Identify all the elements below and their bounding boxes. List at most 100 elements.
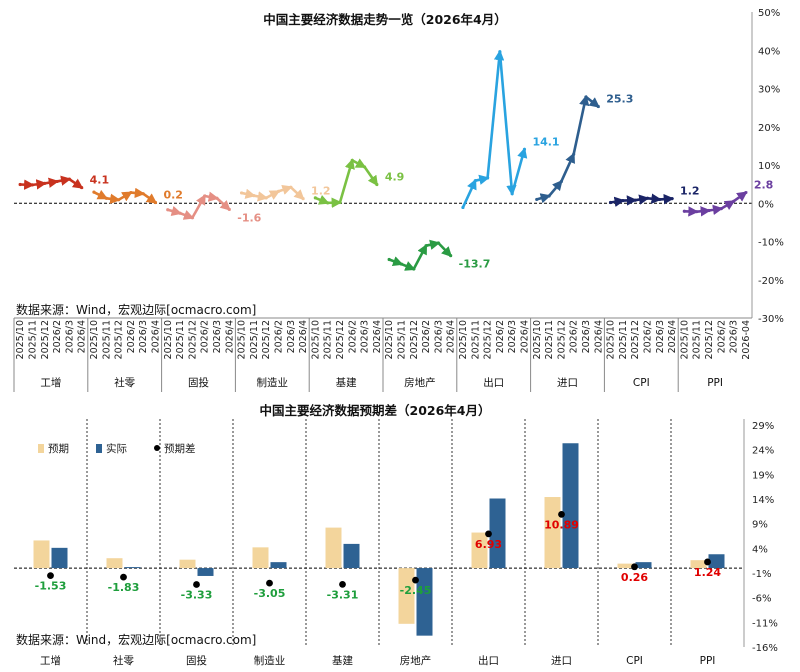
y-tick-label: 29% bbox=[752, 421, 774, 432]
last-value-label: 4.9 bbox=[385, 171, 405, 184]
series-segment bbox=[253, 191, 269, 202]
data-point bbox=[719, 207, 723, 211]
x-tick-label: 2026/4 bbox=[150, 320, 161, 353]
last-value-label: 25.3 bbox=[606, 92, 633, 105]
series-segment bbox=[388, 256, 404, 267]
x-tick-label: 2026/4 bbox=[519, 320, 530, 353]
x-tick-label: 2025/10 bbox=[679, 320, 690, 359]
group-label: 固投 bbox=[188, 376, 209, 389]
y-tick-label: -30% bbox=[758, 314, 784, 325]
series-segment bbox=[289, 186, 305, 201]
bar-expected bbox=[471, 532, 488, 569]
series-segment bbox=[560, 152, 575, 182]
surprise-chart-source: 数据来源：Wind，宏观边际[ocmacro.com] bbox=[16, 632, 256, 647]
series-segment bbox=[93, 189, 109, 200]
surprise-dot bbox=[412, 576, 419, 584]
bar-actual bbox=[489, 498, 506, 569]
bar-expected bbox=[33, 540, 50, 569]
data-point bbox=[461, 205, 465, 210]
x-tick-label: 2025/11 bbox=[323, 320, 334, 359]
data-point bbox=[744, 190, 748, 195]
data-point bbox=[572, 152, 576, 156]
series-segment bbox=[278, 184, 293, 195]
x-tick-label: 2025/12 bbox=[114, 320, 125, 359]
series-segment bbox=[461, 178, 477, 209]
category-label: 制造业 bbox=[254, 654, 286, 667]
data-point bbox=[547, 194, 551, 198]
data-point bbox=[178, 211, 182, 215]
legend-label-expected: 预期 bbox=[48, 443, 69, 455]
category-label: CPI bbox=[626, 655, 643, 667]
data-point bbox=[633, 198, 637, 202]
x-tick-label: 2025/10 bbox=[163, 320, 174, 359]
x-tick-label: 2025/11 bbox=[396, 320, 407, 359]
x-tick-label: 2025/11 bbox=[618, 320, 629, 359]
x-tick-label: 2025/11 bbox=[101, 320, 112, 359]
data-point bbox=[301, 197, 305, 201]
series-segment bbox=[167, 205, 183, 216]
data-point bbox=[80, 185, 84, 190]
last-value-label: -1.6 bbox=[237, 211, 261, 224]
bar-actual bbox=[197, 568, 214, 576]
category-label: 进口 bbox=[551, 655, 572, 667]
trend-chart-title: 中国主要经济数据走势一览（2026年4月） bbox=[263, 12, 507, 27]
surprise-label: -1.53 bbox=[35, 580, 67, 593]
x-tick-label: 2026/4 bbox=[593, 320, 604, 353]
data-point bbox=[215, 196, 219, 200]
data-point bbox=[252, 194, 256, 198]
series-segment bbox=[351, 158, 367, 169]
data-point bbox=[141, 192, 145, 196]
x-tick-label: 2026/3 bbox=[360, 320, 371, 353]
series-segment bbox=[32, 179, 47, 190]
series-segment bbox=[708, 204, 724, 216]
x-tick-label: 2025/11 bbox=[175, 320, 186, 359]
x-tick-label: 2026/2 bbox=[347, 320, 358, 353]
series-segment bbox=[474, 174, 490, 185]
data-point bbox=[276, 189, 281, 193]
x-tick-label: 2025/10 bbox=[458, 320, 469, 359]
series-segment bbox=[425, 239, 441, 250]
trend-chart: 中国主要经济数据走势一览（2026年4月） 50% 40% 30% 20% 10% 0% -… bbox=[13, 8, 784, 392]
x-tick-label: 2026/3 bbox=[286, 320, 297, 353]
category-label: 工增 bbox=[40, 654, 61, 667]
y-tick-label: 10% bbox=[758, 161, 780, 172]
series-segment bbox=[696, 206, 712, 217]
y-tick-label: 9% bbox=[752, 520, 768, 531]
surprise-label: 10.89 bbox=[544, 518, 579, 531]
x-tick-label: 2026/3 bbox=[581, 320, 592, 353]
bar-expected bbox=[617, 563, 634, 569]
data-point bbox=[535, 197, 539, 202]
x-tick-label: 2025/10 bbox=[237, 320, 248, 359]
series-segment bbox=[548, 179, 563, 197]
surprise-label: -1.83 bbox=[108, 581, 140, 594]
data-point bbox=[166, 208, 170, 212]
surprise-dot bbox=[339, 580, 346, 588]
group-label: 进口 bbox=[557, 377, 578, 389]
bar-actual bbox=[562, 443, 579, 569]
y-tick-label: 30% bbox=[758, 85, 780, 96]
surprise-label: -3.05 bbox=[254, 587, 286, 600]
data-point bbox=[116, 198, 121, 202]
data-point bbox=[473, 179, 477, 183]
series-segment bbox=[314, 194, 330, 205]
y-tick-label: 50% bbox=[758, 8, 780, 19]
surprise-dot bbox=[193, 581, 200, 588]
x-tick-label: 2026/4 bbox=[372, 320, 383, 353]
bar-expected bbox=[179, 559, 196, 569]
data-point bbox=[695, 210, 699, 214]
category-label: 基建 bbox=[332, 654, 353, 667]
legend-swatch-surprise bbox=[154, 445, 160, 451]
category-label: 房地产 bbox=[400, 654, 432, 667]
last-value-label: 2.8 bbox=[754, 179, 774, 192]
surprise-label: -2.45 bbox=[400, 584, 432, 597]
x-tick-label: 2026/2 bbox=[126, 320, 137, 353]
category-label: 出口 bbox=[478, 654, 499, 667]
data-point bbox=[498, 50, 502, 54]
series-segment bbox=[142, 192, 158, 204]
series-segment bbox=[610, 196, 625, 207]
x-tick-label: 2025/12 bbox=[409, 320, 420, 359]
series-segment bbox=[56, 175, 72, 186]
y-tick-label: 0% bbox=[758, 199, 774, 210]
series-segment bbox=[106, 193, 121, 204]
data-point bbox=[731, 199, 736, 203]
